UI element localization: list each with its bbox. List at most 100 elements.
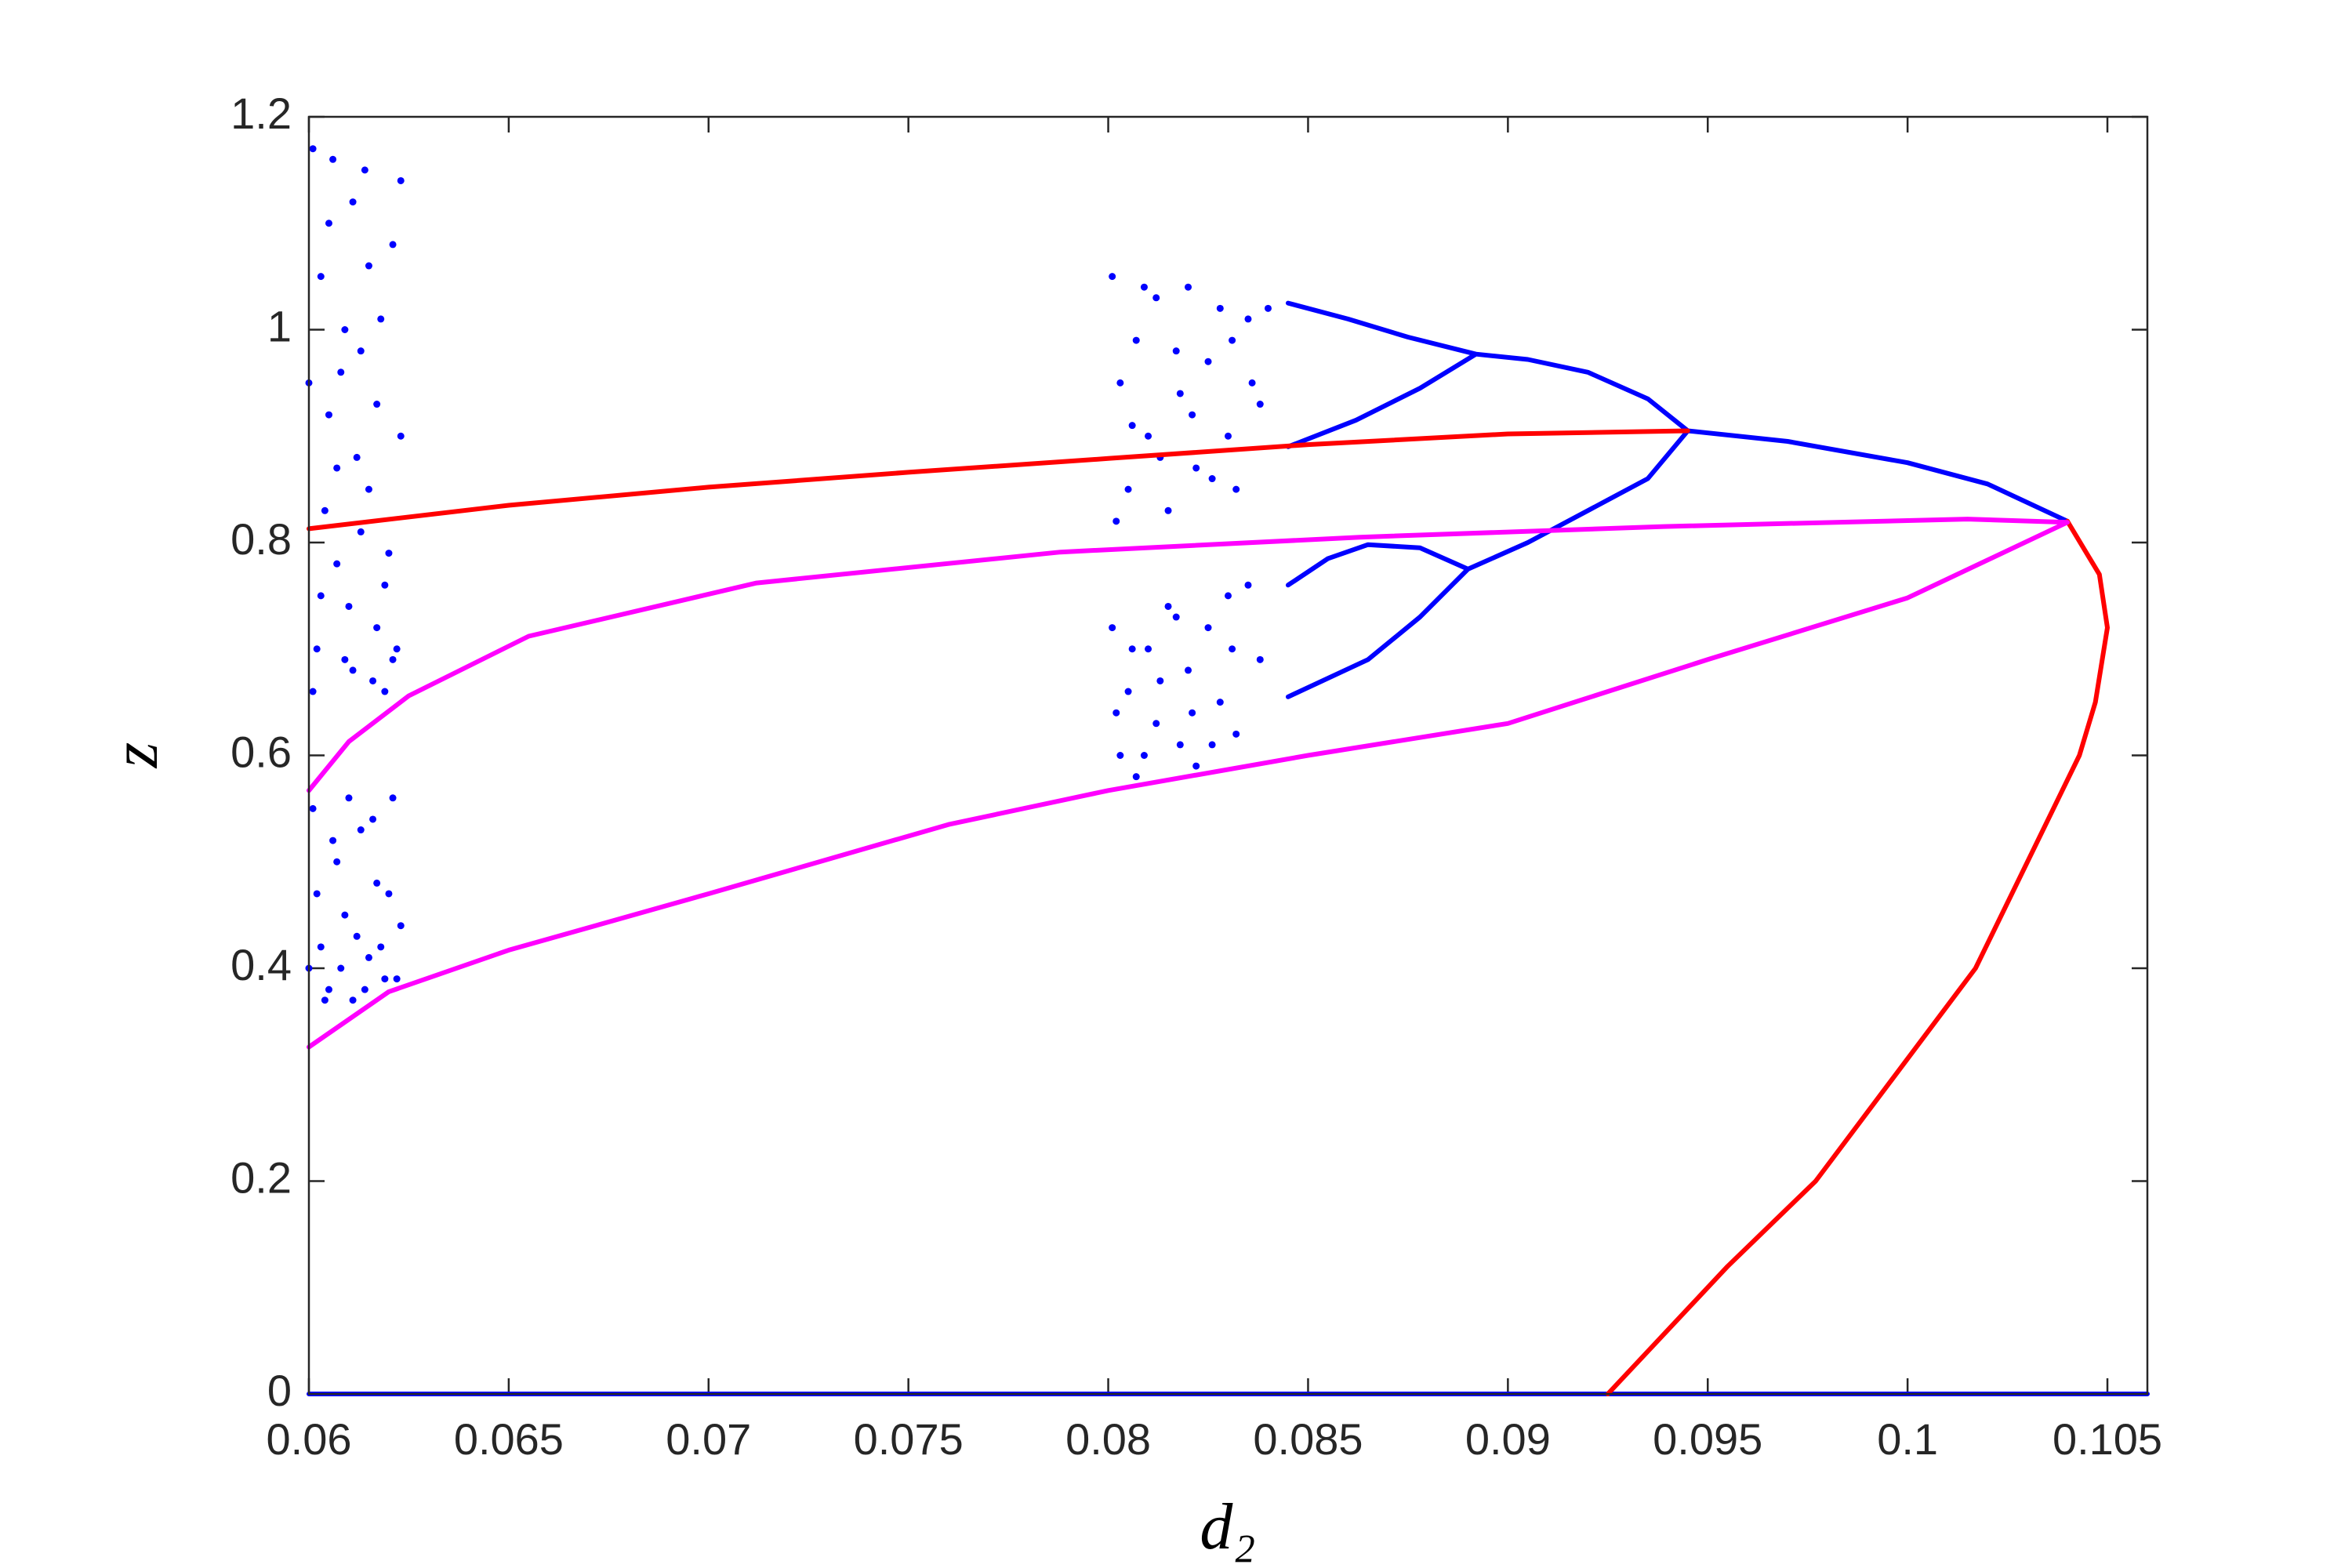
y-tick-label: 0 <box>267 1366 292 1415</box>
scatter-point <box>337 964 345 972</box>
scatter-point <box>345 602 353 610</box>
scatter-point <box>1204 624 1212 632</box>
scatter-point <box>1124 688 1132 695</box>
scatter-point <box>1225 432 1232 440</box>
scatter-point <box>397 176 405 184</box>
scatter-point <box>1244 315 1252 323</box>
scatter-point <box>377 315 385 323</box>
scatter-point <box>385 890 393 898</box>
curve <box>307 428 2110 1396</box>
scatter-point <box>381 581 389 589</box>
scatter-point <box>1232 485 1240 493</box>
scatter-point <box>365 953 372 961</box>
scatter-point <box>357 347 365 355</box>
scatter-point <box>317 273 325 281</box>
scatter-point <box>1189 411 1196 419</box>
x-tick-label: 0.09 <box>1465 1414 1551 1464</box>
scatter-point <box>1216 304 1224 312</box>
scatter-point <box>373 879 381 887</box>
scatter-point <box>1189 709 1196 717</box>
y-tick-label: 0.4 <box>230 940 292 989</box>
axes-box <box>307 115 2149 1396</box>
scatter-point <box>389 655 397 663</box>
scatter-point <box>349 198 357 206</box>
scatter-point <box>373 624 381 632</box>
scatter-point <box>1248 379 1256 387</box>
scatter-point <box>341 911 349 919</box>
scatter-point <box>1176 390 1184 397</box>
scatter-point <box>333 464 341 472</box>
scatter-point <box>309 804 317 812</box>
scatter-point <box>1109 624 1116 632</box>
scatter-point <box>333 560 341 568</box>
x-tick-label: 0.065 <box>454 1414 564 1464</box>
y-tick-label: 0.6 <box>230 727 292 776</box>
scatter-point <box>1128 645 1136 653</box>
scatter-point <box>325 220 332 227</box>
scatter-point <box>357 826 365 834</box>
scatter-point <box>313 890 321 898</box>
scatter-point <box>1164 602 1172 610</box>
y-tick-label: 1.2 <box>230 89 292 138</box>
scatter-point <box>361 166 368 174</box>
scatter-point <box>393 645 401 653</box>
x-tick-label: 0.08 <box>1065 1414 1151 1464</box>
scatter-point <box>365 262 372 270</box>
scatter-point <box>1216 699 1224 706</box>
scatter-point <box>1116 752 1124 759</box>
scatter-point <box>1152 720 1160 728</box>
scatter-point <box>1208 475 1216 483</box>
scatter-point <box>1204 358 1212 365</box>
y-tick-label: 0.2 <box>230 1152 292 1202</box>
scatter-point <box>377 943 385 951</box>
scatter-point <box>1140 752 1148 759</box>
scatter-point <box>1264 304 1272 312</box>
scatter-point <box>1109 273 1116 281</box>
x-tick-label: 0.085 <box>1253 1414 1363 1464</box>
x-tick-label: 0.095 <box>1653 1414 1762 1464</box>
scatter-point <box>349 666 357 674</box>
scatter-point <box>1164 506 1172 514</box>
scatter-point <box>393 975 401 983</box>
scatter-point <box>1172 613 1180 621</box>
scatter-point <box>1256 655 1264 663</box>
scatter-point <box>1132 773 1140 781</box>
scatter-point <box>321 996 328 1004</box>
scatter-point <box>1225 592 1232 600</box>
x-tick-label: 0.07 <box>666 1414 751 1464</box>
scatter-point <box>329 837 337 844</box>
x-tick-label: 0.1 <box>1877 1414 1938 1464</box>
scatter-point <box>341 655 349 663</box>
scatter-point <box>1208 741 1216 749</box>
scatter-point <box>337 368 345 376</box>
y-tick-label: 0.8 <box>230 514 292 564</box>
scatter-point <box>381 688 389 695</box>
curve <box>307 517 2070 1050</box>
scatter-point <box>373 401 381 408</box>
scatter-point <box>1244 581 1252 589</box>
scatter-point <box>1229 645 1236 653</box>
scatter-point <box>385 550 393 557</box>
scatter-point <box>389 794 397 802</box>
scatter-point <box>361 985 368 993</box>
scatter-point <box>365 485 372 493</box>
scatter-point <box>1185 283 1192 291</box>
scatter-point <box>1176 741 1184 749</box>
scatter-point <box>325 985 332 993</box>
scatter-point <box>1112 709 1120 717</box>
scatter-point <box>369 677 377 684</box>
scatter-point <box>1132 336 1140 344</box>
scatter-point <box>349 996 357 1004</box>
scatter-point <box>313 645 321 653</box>
scatter-point <box>1116 379 1124 387</box>
scatter-point <box>1172 347 1180 355</box>
x-axis-label: d₂ <box>1200 1490 1255 1563</box>
scatter-point <box>389 241 397 249</box>
scatter-point <box>1145 432 1152 440</box>
scatter-point <box>329 155 337 163</box>
scatter-point <box>1232 730 1240 738</box>
curve <box>307 300 2150 1396</box>
scatter-point <box>317 943 325 951</box>
